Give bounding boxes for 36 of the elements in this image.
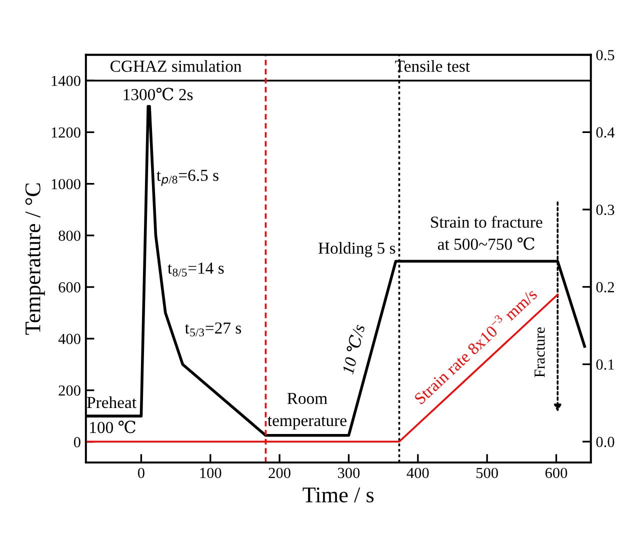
annotation: 100 ℃ — [90, 420, 136, 434]
annotation: t$_{8/5}$=14 s — [168, 262, 224, 276]
x-axis-title: Time / s — [302, 487, 374, 502]
x-tick-label: 400 — [406, 468, 429, 478]
annotation: 10 ℃/s — [340, 324, 366, 375]
x-tick-label: 200 — [268, 468, 290, 478]
y-tick-label: 1200 — [52, 127, 80, 138]
x-tick-label: 300 — [338, 468, 360, 478]
annotation: Fracture — [534, 327, 545, 378]
y2-tick-label: 0.4 — [596, 127, 615, 138]
y-axis-title: Temperature / °C — [25, 183, 45, 335]
annotation: Holding 5 s — [318, 242, 396, 258]
annotation: t$_{5/3}$=27 s — [184, 322, 242, 336]
annotation: Tensile test — [395, 60, 470, 72]
y-tick-label: 0 — [74, 437, 80, 448]
annotation: 1300℃ 2s — [124, 88, 193, 100]
y-tick-label: 200 — [58, 385, 80, 396]
y2-tick-label: 0.3 — [596, 204, 614, 216]
annotation: t$_{p/8}$=6.5 s — [156, 170, 218, 186]
x-tick-label: 0 — [138, 468, 144, 478]
y-tick-label: 600 — [58, 282, 80, 292]
x-tick-label: 600 — [545, 468, 568, 478]
y-tick-label: 1400 — [52, 76, 80, 86]
annotation: Preheat — [87, 396, 136, 408]
annotation: Strain to fracture at 500~750 ℃ — [431, 216, 542, 250]
x-tick-label: 100 — [200, 468, 222, 478]
y2-tick-label: 0.1 — [596, 359, 614, 370]
y-tick-label: 1000 — [52, 178, 80, 190]
y-tick-label: 800 — [58, 230, 80, 241]
y2-tick-label: 0.5 — [596, 50, 614, 60]
annotation: Room temperature — [268, 392, 346, 430]
annotation: CGHAZ simulation — [110, 60, 242, 72]
x-tick-label: 500 — [476, 468, 498, 478]
y-tick-label: 400 — [58, 334, 80, 344]
y2-tick-label: 0.0 — [596, 436, 614, 448]
y2-tick-label: 0.2 — [596, 282, 614, 292]
